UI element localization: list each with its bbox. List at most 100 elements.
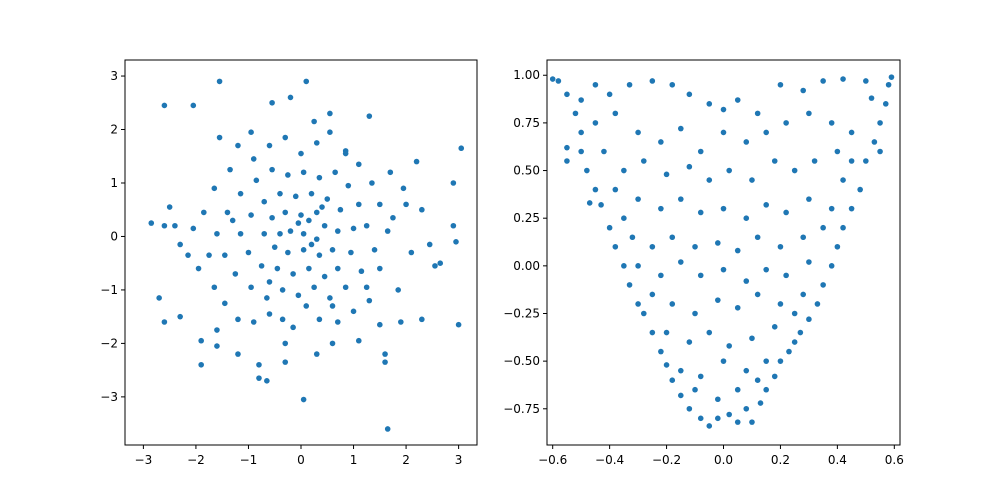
scatter-point [806, 259, 812, 265]
scatter-point [564, 91, 570, 98]
scatter-point [649, 291, 656, 298]
scatter-point [264, 378, 270, 384]
scatter-point [777, 358, 784, 364]
scatter-point [266, 311, 273, 317]
scatter-point [321, 222, 328, 229]
scatter-point [345, 182, 352, 189]
scatter-point [763, 129, 769, 136]
scatter-point [734, 386, 741, 393]
scatter-point [863, 158, 869, 164]
scatter-point [329, 340, 336, 347]
y-tick-label: 0.75 [513, 116, 540, 130]
scatter-point [840, 224, 846, 231]
scatter-point [327, 110, 333, 117]
scatter-point [877, 120, 883, 126]
scatter-point [161, 319, 168, 325]
scatter-point [342, 150, 349, 157]
scatter-point [332, 169, 338, 176]
scatter-point [290, 324, 296, 331]
scatter-point [612, 186, 619, 193]
scatter-point [292, 193, 299, 200]
scatter-point [329, 303, 336, 309]
scatter-point [303, 78, 310, 85]
scatter-point [678, 392, 684, 399]
scatter-point [828, 120, 835, 126]
y-tick-label: −0.25 [503, 306, 540, 320]
scatter-point [413, 158, 420, 165]
scatter-point [715, 415, 721, 422]
scatter-point [578, 148, 584, 155]
scatter-point [271, 244, 278, 250]
scatter-point [214, 230, 220, 237]
scatter-point [334, 319, 341, 325]
scatter-point [450, 180, 457, 186]
scatter-point [820, 282, 826, 288]
scatter-point [287, 228, 294, 234]
scatter-point [663, 171, 670, 178]
scatter-point [840, 177, 846, 183]
scatter-point [882, 101, 889, 107]
y-tick-label: 3 [110, 69, 118, 83]
scatter-point [743, 405, 750, 412]
y-tick-label: −0.75 [503, 402, 540, 416]
scatter-point [783, 120, 789, 126]
scatter-point [706, 177, 713, 183]
scatter-point [258, 263, 265, 269]
scatter-point [408, 249, 415, 256]
scatter-point [783, 209, 789, 216]
scatter-point [432, 263, 438, 269]
scatter-point [806, 316, 812, 323]
scatter-point [800, 234, 807, 241]
scatter-point [834, 148, 841, 155]
x-tick-label: 1 [350, 453, 358, 467]
scatter-point [363, 284, 370, 291]
scatter-point [355, 161, 362, 168]
scatter-point [555, 78, 562, 84]
scatter-point [715, 240, 721, 246]
x-tick-label: −2 [187, 453, 205, 467]
scatter-point [398, 319, 404, 325]
scatter-point [669, 81, 676, 88]
scatter-point [342, 284, 349, 291]
scatter-point [319, 204, 325, 210]
y-tick-label: −1 [100, 283, 118, 297]
scatter-point [706, 329, 713, 336]
x-tick-label: 0.6 [885, 453, 904, 467]
x-tick-label: −3 [135, 453, 153, 467]
scatter-point [274, 265, 281, 272]
scatter-point [222, 252, 228, 258]
y-tick-label: −2 [100, 336, 118, 350]
scatter-point [282, 359, 289, 365]
scatter-point [749, 419, 755, 425]
scatter-point [306, 265, 312, 272]
scatter-point [253, 177, 260, 184]
scatter-point [366, 113, 373, 119]
scatter-point [269, 166, 275, 173]
scatter-point [692, 310, 698, 317]
x-tick-label: −1 [240, 453, 258, 467]
scatter-point [658, 272, 664, 279]
scatter-point [377, 265, 383, 272]
scatter-point [222, 300, 228, 307]
scatter-point [678, 196, 684, 202]
scatter-point [455, 321, 462, 328]
scatter-point [720, 106, 727, 113]
scatter-point [300, 247, 307, 253]
scatter-point [811, 158, 818, 164]
scatter-point [743, 278, 750, 284]
scatter-point [161, 222, 168, 229]
scatter-point [350, 225, 357, 232]
scatter-point [279, 316, 286, 323]
scatter-point [592, 186, 599, 193]
scatter-point [327, 129, 333, 135]
scatter-point [777, 301, 784, 307]
scatter-point [198, 337, 204, 344]
scatter-point [453, 239, 459, 245]
y-tick-label: 1 [110, 176, 118, 190]
scatter-point [828, 205, 835, 212]
scatter-point [235, 351, 241, 357]
scatter-point [754, 110, 761, 117]
scatter-point [264, 295, 270, 301]
scatter-point [198, 361, 204, 368]
